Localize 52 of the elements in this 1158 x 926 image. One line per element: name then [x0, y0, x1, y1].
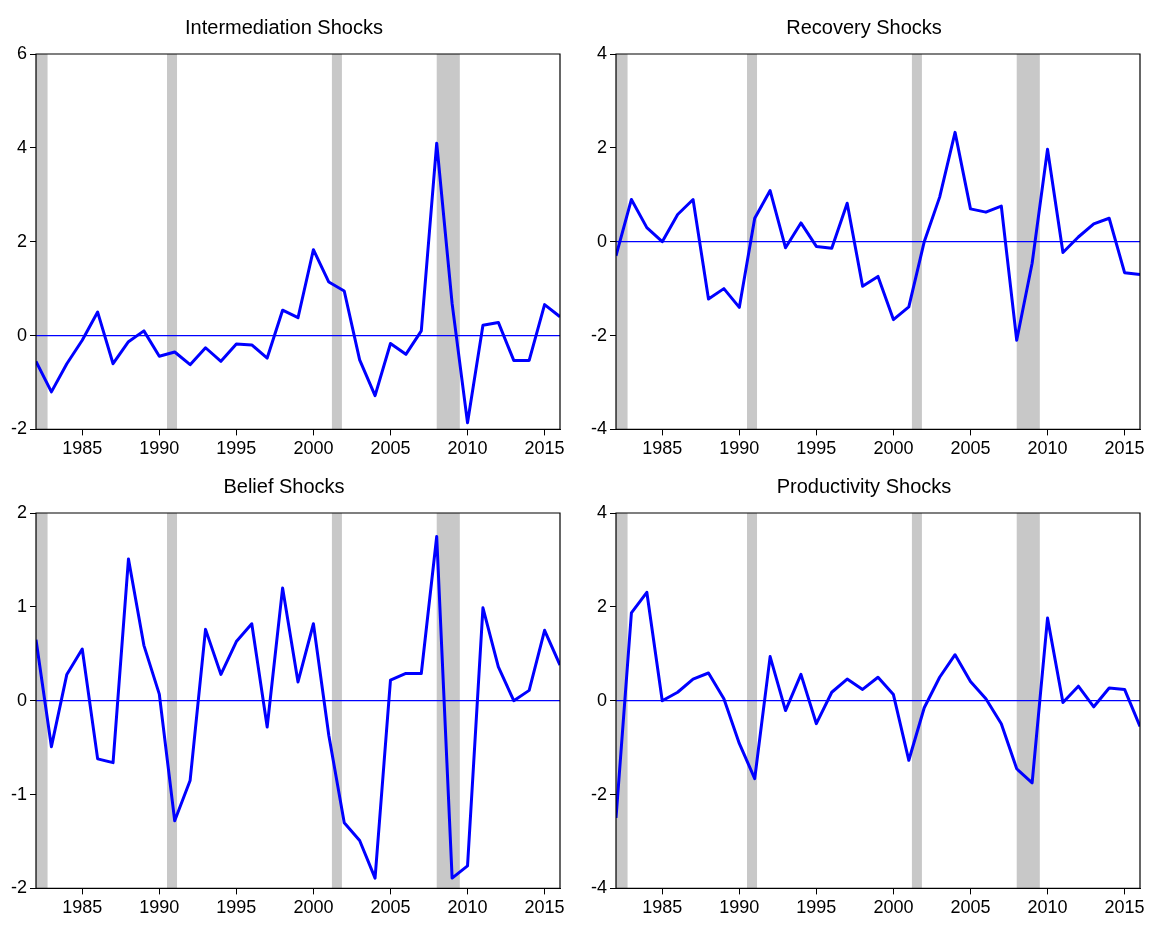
- y-tick-label: -2: [10, 418, 27, 439]
- x-tick-label: 2005: [370, 438, 411, 459]
- y-tick-label: 2: [16, 501, 27, 522]
- y-tick-label: 4: [16, 136, 27, 157]
- x-tick-label: 2005: [370, 897, 411, 918]
- x-tick-label: 1995: [796, 438, 837, 459]
- chart-title: Productivity Shocks: [776, 474, 952, 497]
- y-tick-label: 6: [16, 42, 27, 63]
- y-tick-label: 0: [596, 230, 607, 251]
- x-tick-label: 2000: [873, 897, 914, 918]
- y-tick-label: 1: [16, 595, 27, 616]
- y-tick-label: 0: [16, 324, 27, 345]
- x-tick-label: 2010: [1027, 438, 1068, 459]
- y-tick-label: 2: [596, 595, 607, 616]
- y-tick-label: 4: [596, 501, 607, 522]
- x-tick-label: 2010: [1027, 897, 1068, 918]
- x-tick-label: 2000: [293, 438, 334, 459]
- y-tick-label: 0: [16, 689, 27, 710]
- x-tick-label: 1995: [216, 438, 257, 459]
- x-tick-label: 1995: [796, 897, 837, 918]
- chart-title: Recovery Shocks: [786, 15, 942, 38]
- x-tick-label: 2005: [950, 897, 991, 918]
- y-tick-label: 0: [596, 689, 607, 710]
- x-tick-label: 2010: [447, 897, 488, 918]
- y-tick-label: 4: [596, 42, 607, 63]
- y-tick-label: 2: [16, 230, 27, 251]
- x-tick-label: 2000: [873, 438, 914, 459]
- x-tick-label: 2005: [950, 438, 991, 459]
- x-tick-label: 1985: [62, 897, 103, 918]
- y-tick-label: -1: [10, 783, 27, 804]
- x-tick-label: 1990: [139, 438, 180, 459]
- x-tick-label: 2010: [447, 438, 488, 459]
- chart-title: Belief Shocks: [223, 474, 345, 497]
- x-tick-label: 1985: [642, 897, 683, 918]
- y-tick-label: -2: [590, 324, 607, 345]
- x-tick-label: 2000: [293, 897, 334, 918]
- x-tick-label: 1985: [642, 438, 683, 459]
- x-tick-label: 2015: [1104, 897, 1145, 918]
- x-tick-label: 1985: [62, 438, 103, 459]
- x-tick-label: 1990: [719, 438, 760, 459]
- chart-title: Intermediation Shocks: [185, 15, 383, 38]
- y-tick-label: -2: [590, 783, 607, 804]
- x-tick-label: 2015: [524, 897, 565, 918]
- x-tick-label: 1990: [719, 897, 760, 918]
- x-tick-label: 2015: [1104, 438, 1145, 459]
- y-tick-label: 2: [596, 136, 607, 157]
- x-tick-label: 2015: [524, 438, 565, 459]
- y-tick-label: -2: [10, 877, 27, 898]
- y-tick-label: -4: [590, 418, 607, 439]
- y-tick-label: -4: [590, 877, 607, 898]
- x-tick-label: 1995: [216, 897, 257, 918]
- x-tick-label: 1990: [139, 897, 180, 918]
